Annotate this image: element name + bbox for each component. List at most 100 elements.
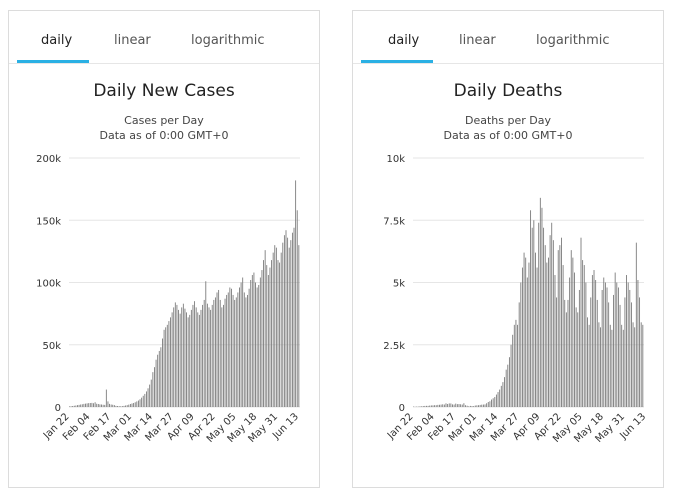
bar bbox=[460, 404, 462, 407]
bar bbox=[624, 297, 626, 407]
bar bbox=[218, 289, 220, 407]
tab-logarithmic[interactable]: logarithmic bbox=[536, 33, 610, 48]
bar bbox=[128, 404, 130, 407]
bar bbox=[606, 287, 608, 407]
bar bbox=[104, 404, 106, 407]
bar bbox=[69, 406, 70, 407]
bar bbox=[298, 245, 300, 407]
active-tab-indicator bbox=[17, 60, 89, 63]
bar bbox=[269, 267, 271, 407]
bar bbox=[263, 260, 264, 407]
bar bbox=[617, 287, 619, 407]
bar bbox=[88, 403, 90, 407]
bar bbox=[528, 262, 530, 407]
tab-daily[interactable]: daily bbox=[388, 33, 420, 48]
bar bbox=[158, 350, 160, 407]
bar bbox=[168, 321, 170, 407]
bar bbox=[101, 404, 102, 407]
bar bbox=[136, 401, 138, 407]
bar bbox=[588, 324, 590, 407]
bar bbox=[96, 403, 98, 407]
bar bbox=[203, 299, 205, 407]
bar bbox=[85, 403, 86, 407]
bar bbox=[505, 369, 507, 407]
bar bbox=[604, 282, 606, 407]
bar bbox=[115, 405, 117, 407]
bar bbox=[544, 245, 546, 407]
bar bbox=[171, 312, 173, 407]
bar bbox=[427, 405, 429, 407]
bar bbox=[577, 312, 579, 407]
bar bbox=[609, 324, 611, 407]
bar bbox=[583, 265, 585, 407]
bar bbox=[125, 405, 127, 407]
bar bbox=[590, 297, 592, 407]
bar bbox=[603, 277, 605, 407]
bar bbox=[216, 292, 218, 407]
bar bbox=[453, 404, 455, 407]
tab-daily[interactable]: daily bbox=[41, 33, 73, 48]
bar bbox=[181, 307, 183, 407]
bar bbox=[541, 207, 543, 407]
bar bbox=[283, 235, 285, 407]
chart-subtitle: Deaths per Day bbox=[465, 114, 551, 127]
tab-linear[interactable]: linear bbox=[114, 33, 151, 48]
bar bbox=[442, 404, 444, 407]
bar bbox=[437, 404, 439, 407]
bar bbox=[291, 232, 293, 407]
bar bbox=[622, 329, 624, 407]
bar bbox=[593, 270, 595, 407]
bar bbox=[146, 391, 147, 407]
bar bbox=[213, 299, 215, 407]
bar bbox=[507, 364, 509, 407]
bar bbox=[463, 403, 465, 407]
bar bbox=[194, 301, 196, 407]
bar bbox=[456, 404, 458, 407]
bar bbox=[155, 359, 157, 407]
bar bbox=[91, 402, 93, 407]
tab-linear[interactable]: linear bbox=[459, 33, 496, 48]
y-tick-label: 50k bbox=[42, 341, 61, 352]
bar bbox=[178, 309, 179, 407]
bar bbox=[221, 307, 223, 407]
bar bbox=[445, 403, 447, 407]
bar bbox=[247, 294, 248, 407]
y-tick-label: 100k bbox=[36, 279, 61, 290]
bar bbox=[290, 240, 292, 407]
bar bbox=[231, 288, 232, 407]
bar bbox=[170, 317, 171, 407]
bar bbox=[78, 404, 80, 407]
bar bbox=[267, 275, 269, 407]
bar bbox=[282, 242, 284, 407]
bar bbox=[205, 281, 207, 407]
bar bbox=[157, 354, 159, 407]
bar bbox=[637, 280, 639, 407]
bar bbox=[94, 402, 96, 407]
bar bbox=[510, 344, 512, 407]
bar bbox=[574, 272, 575, 407]
bar bbox=[248, 288, 250, 407]
bar bbox=[200, 309, 202, 407]
chart-panel-deaths: daily linear logarithmic Daily Deaths De… bbox=[352, 10, 664, 488]
bar bbox=[121, 406, 123, 407]
bar bbox=[192, 304, 194, 407]
bar bbox=[471, 406, 473, 407]
y-tick-label: 200k bbox=[36, 154, 61, 165]
tab-logarithmic[interactable]: logarithmic bbox=[191, 33, 265, 48]
bar bbox=[440, 404, 442, 407]
bar bbox=[559, 245, 561, 407]
bar bbox=[137, 400, 139, 407]
bar bbox=[162, 338, 163, 407]
bar bbox=[176, 304, 178, 407]
bar bbox=[619, 304, 621, 407]
bar bbox=[253, 272, 255, 407]
bar bbox=[429, 405, 431, 407]
bar bbox=[72, 406, 74, 407]
bar bbox=[552, 240, 554, 407]
y-tick-label: 10k bbox=[386, 154, 405, 165]
bar bbox=[214, 297, 216, 407]
bar bbox=[582, 260, 584, 407]
bar bbox=[293, 227, 295, 407]
bar bbox=[195, 307, 197, 407]
